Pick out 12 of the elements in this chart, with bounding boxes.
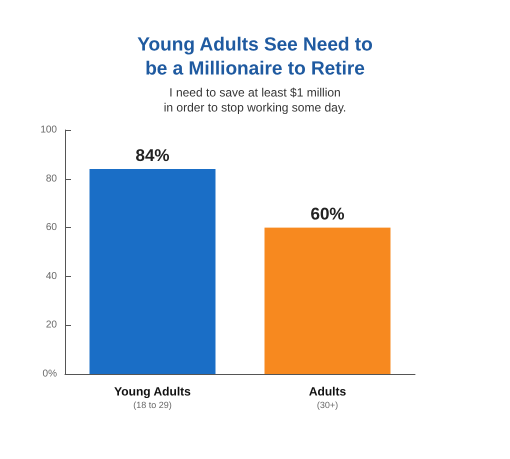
data-label: 84% (135, 146, 170, 166)
x-tick-label: Adults (30+) (308, 384, 346, 410)
x-tick-label: Young Adults (18 to 29) (114, 384, 192, 410)
y-tick-label: 40 (46, 270, 58, 282)
chart-subtitle: I need to save at least $1 million in order to stop working some day. (164, 86, 346, 114)
chart-title: Young Adults See Need to be a Millionaire to Retire (137, 34, 373, 80)
y-tick-label: 60 (46, 222, 58, 234)
y-tick-label: 0% (42, 368, 58, 380)
y-tick-label: 100 (40, 124, 58, 136)
y-tick-label: 20 (46, 320, 58, 331)
data-label: 60% (310, 204, 345, 224)
y-tick-label: 80 (46, 173, 58, 184)
